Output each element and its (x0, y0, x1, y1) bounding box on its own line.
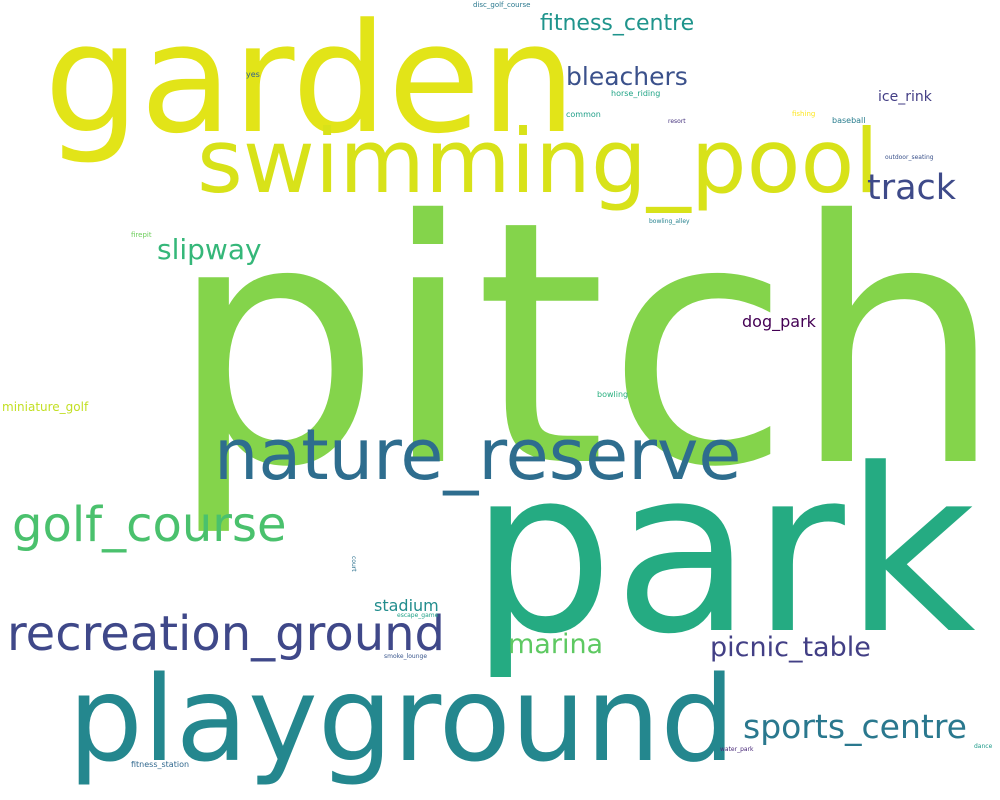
word-nature-reserve: nature_reserve (214, 414, 742, 496)
word-track: track (867, 168, 957, 208)
word-smoke-lounge: smoke_lounge (384, 653, 428, 660)
word-court: court (350, 556, 357, 572)
word-resort: resort (668, 118, 686, 125)
word-recreation-ground: recreation_ground (7, 606, 445, 662)
word-dance: dance (974, 743, 993, 750)
word-playground: playground (68, 650, 736, 788)
word-fitness-station: fitness_station (131, 760, 190, 769)
word-slipway: slipway (157, 233, 262, 266)
word-common: common (566, 110, 601, 119)
word-escape-game: escape_game (397, 612, 439, 619)
word-ice-rink: ice_rink (878, 89, 932, 105)
word-park: park (470, 421, 976, 684)
word-bowling: bowling (597, 390, 629, 399)
word-picnic-table: picnic_table (710, 632, 871, 663)
word-baseball: baseball (832, 116, 866, 125)
word-yes: yes (246, 70, 260, 79)
word-miniature-golf: miniature_golf (2, 400, 89, 414)
word-bowling-alley: bowling_alley (649, 218, 690, 225)
word-pitch: pitch (168, 150, 1000, 541)
word-disc-golf-course: disc_golf_course (473, 1, 531, 9)
word-golf-course: golf_course (12, 497, 287, 553)
word-stadium: stadium (374, 596, 439, 615)
word-bleachers: bleachers (566, 62, 688, 91)
word-firepit: firepit (131, 231, 152, 239)
word-sports-centre: sports_centre (743, 707, 967, 746)
word-horse-riding: horse_riding (611, 89, 661, 98)
word-marina: marina (508, 629, 604, 660)
word-fishing: fishing (792, 110, 816, 118)
word-swimming-pool: swimming_pool (197, 110, 879, 213)
word-outdoor-seating: outdoor_seating (885, 154, 934, 161)
word-water-park: water_park (720, 746, 754, 753)
word-dog-park: dog_park (742, 312, 816, 331)
word-garden: garden (44, 0, 577, 167)
word-fitness-centre: fitness_centre (540, 11, 695, 36)
